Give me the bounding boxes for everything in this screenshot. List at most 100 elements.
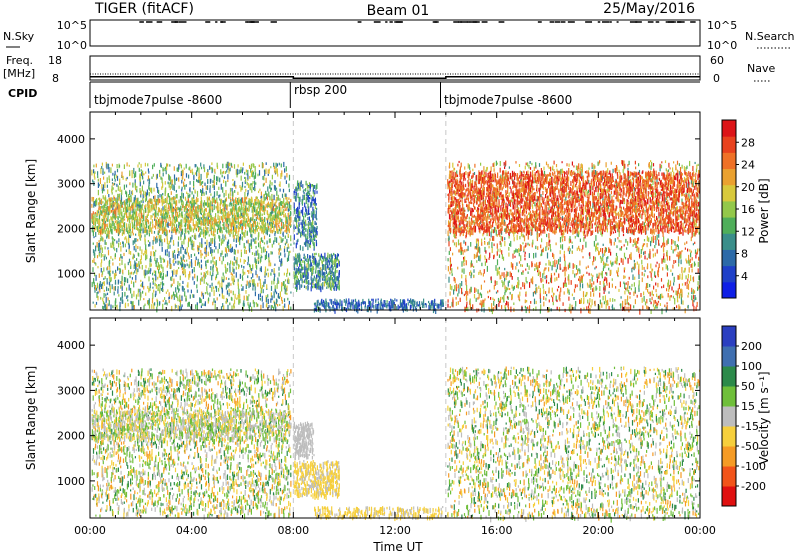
data-cell — [166, 219, 168, 224]
data-cell — [185, 184, 187, 187]
data-cell — [105, 256, 107, 260]
data-cell — [518, 296, 520, 301]
data-cell — [172, 214, 174, 219]
data-cell — [132, 240, 134, 246]
data-cell — [249, 198, 251, 204]
data-cell — [216, 181, 218, 185]
data-cell — [241, 219, 243, 224]
data-cell — [301, 279, 303, 284]
data-cell — [246, 212, 248, 216]
data-cell — [288, 197, 290, 200]
data-cell — [200, 227, 202, 230]
data-cell — [138, 253, 140, 257]
data-cell — [108, 300, 110, 306]
data-cell — [246, 207, 248, 212]
data-cell — [504, 166, 506, 169]
data-cell — [477, 289, 479, 294]
data-cell — [308, 197, 310, 200]
data-cell — [273, 306, 275, 310]
data-cell — [191, 209, 193, 214]
data-cell — [302, 194, 304, 201]
data-cell — [239, 225, 241, 230]
data-cell — [273, 162, 275, 168]
data-cell — [255, 270, 257, 276]
data-cell — [98, 223, 100, 228]
data-cell — [112, 172, 114, 176]
data-cell — [148, 267, 150, 272]
data-cell — [461, 281, 463, 287]
data-cell — [241, 228, 243, 234]
data-cell — [286, 238, 288, 244]
data-cell — [162, 221, 164, 228]
data-cell — [320, 253, 322, 258]
data-cell — [287, 243, 289, 248]
data-cell — [216, 162, 218, 168]
data-cell — [170, 220, 172, 225]
data-cell — [249, 218, 251, 225]
data-cell — [91, 169, 93, 176]
data-cell — [233, 281, 235, 286]
data-cell — [225, 269, 227, 274]
data-cell — [214, 228, 216, 233]
data-cell — [121, 292, 123, 298]
data-cell — [91, 196, 93, 202]
data-cell — [101, 205, 103, 209]
data-cell — [503, 272, 505, 278]
data-cell — [297, 187, 299, 191]
data-cell — [286, 197, 288, 203]
data-cell — [165, 204, 167, 208]
data-cell — [200, 252, 202, 259]
data-cell — [201, 200, 203, 204]
data-cell — [125, 277, 127, 283]
data-cell — [223, 305, 225, 311]
data-cell — [229, 167, 231, 172]
data-cell — [449, 257, 451, 263]
data-cell — [189, 166, 191, 171]
freq-label-top: Freq. — [6, 54, 33, 67]
data-cell — [491, 228, 493, 233]
data-cell — [208, 213, 210, 217]
data-cell — [525, 188, 527, 193]
data-cell — [267, 173, 269, 176]
data-cell — [210, 224, 212, 231]
data-cell — [315, 252, 317, 256]
data-cell — [148, 288, 150, 293]
data-cell — [197, 245, 199, 251]
data-cell — [181, 186, 183, 190]
data-cell — [334, 268, 336, 274]
data-cell — [93, 201, 95, 207]
data-cell — [147, 240, 149, 243]
data-cell — [484, 242, 486, 245]
data-cell — [191, 202, 193, 209]
data-cell — [198, 251, 200, 255]
data-cell — [124, 263, 126, 269]
data-cell — [92, 179, 94, 183]
data-cell — [317, 279, 319, 284]
data-cell — [103, 281, 105, 286]
data-cell — [117, 211, 119, 216]
data-cell — [280, 173, 282, 179]
data-cell — [275, 168, 277, 174]
data-cell — [241, 226, 243, 231]
data-cell — [298, 228, 301, 232]
data-cell — [116, 168, 119, 173]
data-cell — [98, 202, 100, 206]
data-cell — [497, 267, 499, 273]
data-cell — [266, 240, 268, 245]
data-cell — [94, 171, 96, 174]
data-cell — [305, 180, 307, 186]
data-cell — [139, 207, 141, 212]
data-cell — [112, 217, 114, 222]
data-cell — [214, 168, 216, 173]
data-cell — [166, 196, 168, 200]
data-cell — [185, 295, 187, 302]
data-cell — [199, 242, 201, 248]
data-cell — [209, 221, 212, 227]
data-cell — [184, 274, 187, 278]
data-cell — [190, 217, 192, 223]
data-cell — [277, 304, 279, 307]
data-cell — [263, 197, 265, 202]
data-cell — [120, 209, 122, 214]
data-cell — [228, 193, 230, 199]
data-cell — [316, 183, 318, 189]
